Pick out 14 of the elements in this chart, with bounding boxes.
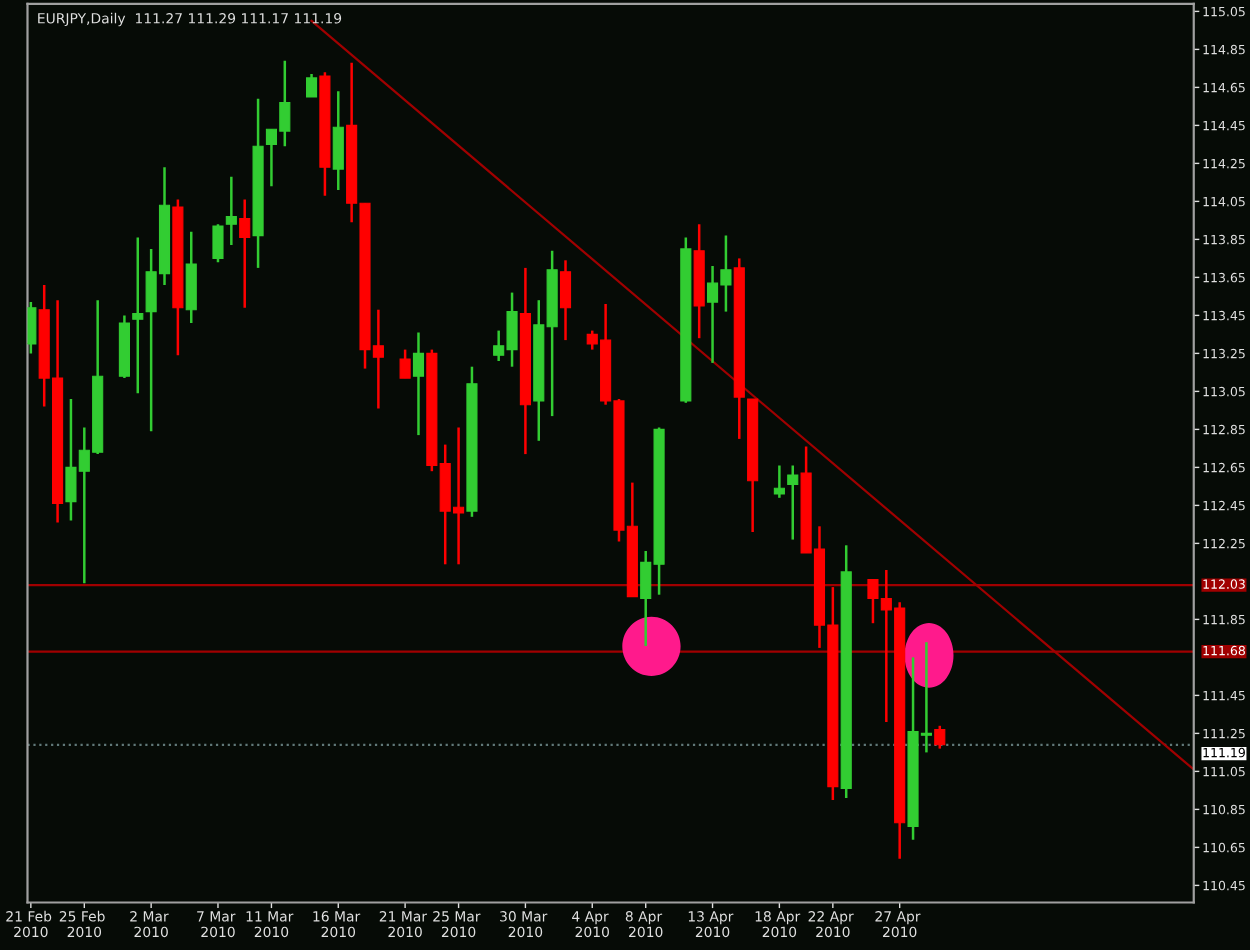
candlestick xyxy=(185,230,197,325)
candlestick xyxy=(239,198,251,310)
candlestick xyxy=(773,464,785,500)
candlestick xyxy=(212,222,224,264)
candlestick xyxy=(305,72,318,99)
candlestick xyxy=(332,89,344,192)
candlestick xyxy=(27,300,37,355)
candlestick xyxy=(934,724,946,750)
candlestick xyxy=(225,175,237,247)
candlestick xyxy=(787,464,799,541)
candlestick xyxy=(132,236,144,395)
candlestick xyxy=(412,331,425,437)
candlestick xyxy=(559,259,572,342)
candlestick xyxy=(399,348,411,380)
